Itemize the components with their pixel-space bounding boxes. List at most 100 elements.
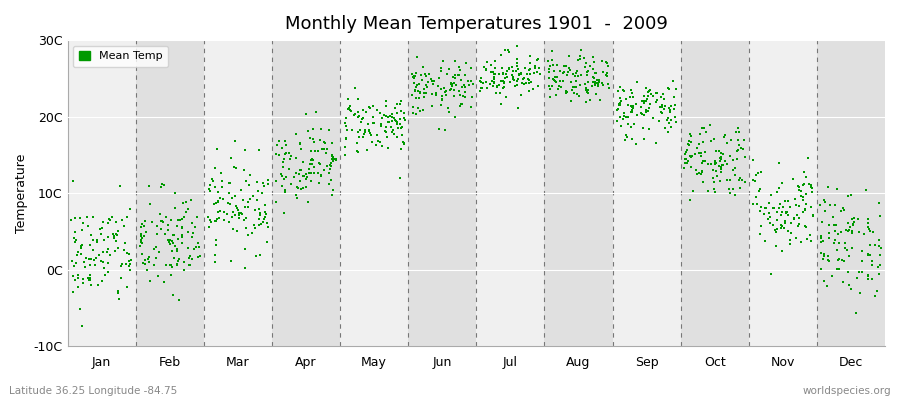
Point bbox=[435, 97, 449, 104]
Point bbox=[847, 215, 861, 222]
Point bbox=[226, 209, 240, 215]
Point bbox=[292, 170, 306, 177]
Point bbox=[325, 155, 339, 162]
Point bbox=[289, 170, 303, 176]
Point bbox=[71, 274, 86, 281]
Point bbox=[394, 124, 409, 131]
Point bbox=[151, 273, 166, 279]
Point bbox=[634, 104, 648, 110]
Point bbox=[758, 205, 772, 211]
Point bbox=[588, 70, 602, 76]
Text: worldspecies.org: worldspecies.org bbox=[803, 386, 891, 396]
Point bbox=[599, 73, 614, 80]
Point bbox=[213, 195, 228, 202]
Point bbox=[211, 189, 225, 195]
Point bbox=[494, 78, 508, 84]
Point bbox=[176, 214, 191, 220]
Point bbox=[816, 278, 831, 284]
Point bbox=[172, 297, 186, 303]
Point bbox=[440, 70, 454, 77]
Point bbox=[476, 80, 491, 86]
Point bbox=[72, 306, 86, 312]
Point bbox=[829, 222, 843, 228]
Point bbox=[574, 47, 589, 53]
Point bbox=[506, 74, 520, 80]
Point bbox=[646, 114, 661, 121]
Point bbox=[202, 188, 217, 194]
Point bbox=[661, 114, 675, 121]
Point bbox=[584, 83, 598, 90]
Point bbox=[496, 85, 510, 91]
Point bbox=[415, 76, 429, 83]
Point bbox=[714, 164, 728, 170]
Point bbox=[570, 91, 584, 97]
Point bbox=[600, 60, 615, 66]
Point bbox=[868, 292, 883, 299]
Point bbox=[289, 154, 303, 161]
Point bbox=[579, 85, 593, 91]
Point bbox=[610, 118, 625, 124]
Point bbox=[338, 115, 353, 121]
Point bbox=[767, 205, 781, 211]
Point bbox=[639, 106, 653, 113]
Point bbox=[164, 262, 178, 268]
Point bbox=[296, 173, 310, 179]
Point bbox=[73, 244, 87, 251]
Point bbox=[136, 260, 150, 266]
Point bbox=[355, 116, 369, 122]
Point bbox=[568, 73, 582, 80]
Point bbox=[76, 280, 90, 286]
Point bbox=[620, 134, 634, 140]
Point bbox=[501, 47, 516, 54]
Point bbox=[428, 92, 443, 98]
Point bbox=[580, 90, 595, 96]
Point bbox=[579, 86, 593, 93]
Point bbox=[699, 129, 714, 135]
Point bbox=[374, 121, 389, 128]
Point bbox=[526, 86, 540, 92]
Point bbox=[541, 83, 555, 89]
Point bbox=[382, 118, 396, 125]
Point bbox=[68, 260, 83, 266]
Point bbox=[111, 228, 125, 234]
Point bbox=[802, 181, 816, 187]
Point bbox=[862, 242, 877, 248]
Point bbox=[746, 157, 760, 163]
Point bbox=[547, 74, 562, 80]
Point bbox=[211, 209, 225, 215]
Point bbox=[303, 157, 318, 164]
Point bbox=[229, 202, 243, 209]
Point bbox=[202, 224, 216, 230]
Point bbox=[161, 226, 176, 233]
Point bbox=[304, 161, 319, 168]
Point bbox=[610, 107, 625, 113]
Point bbox=[708, 158, 723, 164]
Point bbox=[163, 237, 177, 243]
Point bbox=[388, 116, 402, 123]
Point bbox=[292, 166, 307, 173]
Point bbox=[579, 99, 593, 106]
Point bbox=[775, 248, 789, 254]
Point bbox=[796, 197, 811, 203]
Point bbox=[758, 238, 772, 244]
Point bbox=[546, 77, 561, 83]
Point bbox=[177, 258, 192, 265]
Point bbox=[268, 150, 283, 157]
Point bbox=[869, 287, 884, 294]
Point bbox=[230, 228, 245, 234]
Point bbox=[410, 95, 424, 102]
Point bbox=[806, 185, 820, 191]
Point bbox=[452, 64, 466, 70]
Point bbox=[446, 87, 461, 94]
Point bbox=[137, 233, 151, 240]
Point bbox=[872, 200, 886, 206]
Point bbox=[385, 129, 400, 135]
Point bbox=[356, 107, 370, 113]
Point bbox=[166, 292, 180, 298]
Point bbox=[181, 229, 195, 235]
Point bbox=[123, 261, 138, 268]
Point bbox=[272, 152, 286, 158]
Point bbox=[757, 210, 771, 217]
Point bbox=[436, 58, 451, 64]
Point bbox=[150, 223, 165, 229]
